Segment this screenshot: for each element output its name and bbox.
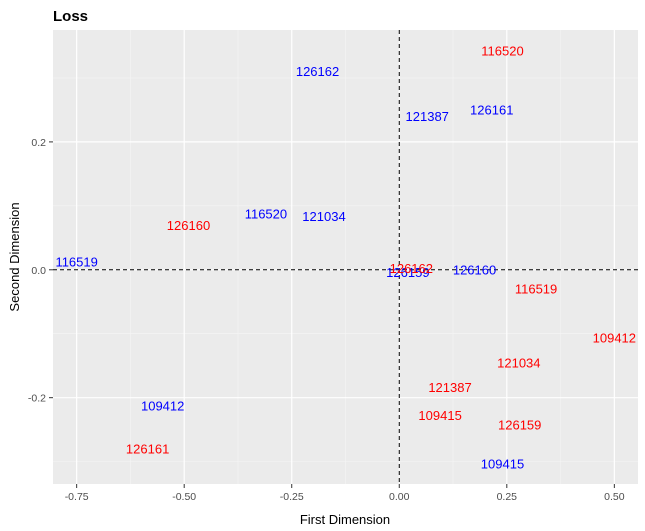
point-label-series-1: 109415 — [481, 457, 524, 472]
x-axis-title: First Dimension — [300, 512, 390, 527]
point-label-series-1: 121387 — [406, 109, 449, 124]
y-axis: -0.2 0.0 0.2 — [28, 137, 53, 405]
reference-lines — [53, 30, 638, 484]
point-labels: 126162 121387 126161 116520 121034 116519 1261… — [55, 44, 636, 472]
x-axis: -0.75 -0.50 -0.25 0.00 0.25 0.50 — [65, 484, 625, 503]
point-label-series-2: 109415 — [418, 408, 461, 423]
point-label-series-1: 121034 — [302, 209, 345, 224]
chart-title: Loss — [53, 8, 88, 25]
major-grid-lines — [53, 30, 638, 484]
minor-grid-lines — [53, 30, 638, 484]
y-tick-label: 0.0 — [31, 265, 46, 277]
x-tick-label: 0.25 — [497, 491, 518, 503]
point-label-series-1: 109412 — [141, 398, 184, 413]
point-label-series-2: 121387 — [428, 380, 471, 395]
y-axis-title: Second Dimension — [7, 202, 22, 311]
x-tick-label: 0.00 — [389, 491, 410, 503]
point-label-series-2: 116519 — [515, 281, 557, 296]
point-label-series-1: 116520 — [245, 207, 287, 222]
point-label-series-2: 126161 — [126, 441, 169, 456]
point-label-series-2: 116520 — [481, 44, 523, 59]
point-label-series-1: 126162 — [296, 64, 339, 79]
point-label-series-2: 121034 — [497, 356, 540, 371]
point-label-series-1: 126160 — [453, 262, 496, 277]
x-tick-label: 0.50 — [604, 491, 625, 503]
point-label-series-1: 126161 — [470, 102, 513, 117]
point-label-series-1: 116519 — [55, 255, 97, 270]
x-tick-label: -0.75 — [65, 491, 89, 503]
y-tick-label: 0.2 — [31, 137, 46, 149]
x-tick-label: -0.50 — [172, 491, 196, 503]
point-label-series-2: 126160 — [167, 218, 210, 233]
x-tick-label: -0.25 — [280, 491, 304, 503]
point-label-series-2: 126162 — [390, 261, 433, 276]
point-label-series-2: 126159 — [498, 418, 541, 433]
point-label-series-1: 126159 — [386, 265, 429, 280]
point-label-series-2: 109412 — [593, 331, 636, 346]
y-tick-label: -0.2 — [28, 393, 46, 405]
